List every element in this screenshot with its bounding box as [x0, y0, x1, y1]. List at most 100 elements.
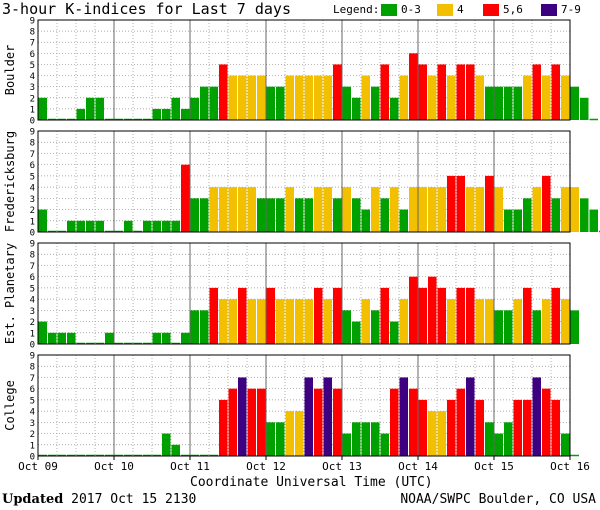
- bar-fredericksburg: [342, 187, 351, 232]
- bar-est-planetary: [67, 332, 76, 344]
- updated-stamp: Updated 2017 Oct 15 2130: [2, 492, 196, 507]
- legend-label-5-6: 5,6: [503, 3, 523, 16]
- y-tick-label: 5: [30, 284, 35, 294]
- y-tick-label: 1: [30, 441, 35, 451]
- x-tick-label: Oct 12: [246, 460, 286, 473]
- bar-college: [323, 377, 332, 456]
- bar-boulder: [466, 64, 475, 120]
- y-tick-label: 3: [30, 195, 35, 205]
- bar-fredericksburg: [371, 187, 380, 232]
- y-tick-label: 2: [30, 94, 35, 104]
- bar-boulder: [314, 75, 323, 120]
- bar-boulder: [523, 75, 532, 120]
- bar-college: [171, 444, 180, 456]
- x-tick-label: Oct 16: [550, 460, 590, 473]
- bar-fredericksburg: [542, 175, 551, 232]
- bar-college: [304, 377, 313, 456]
- y-tick-label: 5: [30, 172, 35, 182]
- bar-college: [437, 411, 446, 456]
- bar-fredericksburg: [276, 198, 285, 232]
- bar-est-planetary: [257, 299, 266, 344]
- bar-fredericksburg: [494, 187, 503, 232]
- bar-boulder: [570, 86, 579, 120]
- bar-boulder: [580, 97, 589, 120]
- y-tick-label: 0: [30, 117, 35, 127]
- bar-est-planetary: [105, 332, 114, 344]
- bar-boulder: [380, 64, 389, 120]
- bar-est-planetary: [418, 287, 427, 344]
- bar-fredericksburg: [219, 187, 228, 232]
- bar-fredericksburg: [143, 220, 152, 232]
- legend-swatch-7-9: [541, 4, 557, 16]
- bar-college: [276, 422, 285, 456]
- bar-est-planetary: [561, 299, 570, 344]
- bar-fredericksburg: [418, 187, 427, 232]
- bar-boulder: [447, 75, 456, 120]
- bar-college: [238, 377, 247, 456]
- bar-fredericksburg: [152, 220, 161, 232]
- legend-label-0-3: 0-3: [401, 3, 421, 16]
- bar-fredericksburg: [466, 187, 475, 232]
- bar-college: [371, 422, 380, 456]
- bar-boulder: [504, 86, 513, 120]
- bar-fredericksburg: [399, 209, 408, 232]
- bar-boulder: [532, 64, 541, 120]
- bar-fredericksburg: [570, 187, 579, 232]
- y-tick-label: 3: [30, 419, 35, 429]
- panel-boulder-frame: [37, 19, 571, 121]
- bar-est-planetary: [247, 299, 256, 344]
- bar-college: [257, 388, 266, 456]
- y-tick-label: 6: [30, 385, 35, 395]
- y-tick-label: 9: [30, 240, 35, 250]
- bar-est-planetary: [428, 276, 437, 344]
- bar-est-planetary: [219, 299, 228, 344]
- panel-est-planetary-frame: [37, 242, 571, 345]
- bar-fredericksburg: [551, 198, 560, 232]
- bar-est-planetary: [295, 299, 304, 344]
- bar-est-planetary: [390, 321, 399, 344]
- bar-est-planetary: [181, 332, 190, 344]
- bar-fredericksburg: [380, 198, 389, 232]
- bar-boulder: [266, 86, 275, 120]
- y-tick-label: 7: [30, 262, 35, 272]
- bar-fredericksburg: [456, 175, 465, 232]
- bar-est-planetary: [466, 287, 475, 344]
- bar-college: [485, 422, 494, 456]
- bar-fredericksburg: [523, 198, 532, 232]
- y-tick-label: 1: [30, 217, 35, 227]
- bar-est-planetary: [48, 332, 57, 344]
- bar-college: [247, 388, 256, 456]
- bar-est-planetary: [504, 310, 513, 344]
- bar-fredericksburg: [266, 198, 275, 232]
- y-tick-label: 4: [30, 296, 35, 306]
- bar-boulder: [228, 75, 237, 120]
- bar-fredericksburg: [86, 220, 95, 232]
- bar-boulder: [542, 75, 551, 120]
- bar-fredericksburg: [485, 175, 494, 232]
- bar-college: [466, 377, 475, 456]
- updated-label: Updated: [2, 492, 64, 507]
- bar-est-planetary: [342, 310, 351, 344]
- bar-boulder: [238, 75, 247, 120]
- bar-college: [504, 422, 513, 456]
- bar-boulder: [371, 86, 380, 120]
- bar-fredericksburg: [361, 209, 370, 232]
- bar-boulder: [152, 108, 161, 120]
- y-tick-label: 5: [30, 396, 35, 406]
- chart-title: 3-hour K-indices for Last 7 days: [2, 0, 291, 18]
- bar-college: [266, 422, 275, 456]
- bar-fredericksburg: [285, 187, 294, 232]
- bar-fredericksburg: [124, 220, 133, 232]
- bar-boulder: [475, 75, 484, 120]
- bar-college: [447, 399, 456, 456]
- y-tick-label: 5: [30, 61, 35, 71]
- panel-label-boulder: Boulder: [3, 45, 17, 96]
- bar-fredericksburg: [295, 198, 304, 232]
- bar-boulder: [209, 86, 218, 120]
- y-tick-label: 7: [30, 374, 35, 384]
- bar-fredericksburg: [323, 187, 332, 232]
- bar-college: [561, 433, 570, 456]
- bar-boulder: [181, 108, 190, 120]
- bar-est-planetary: [352, 321, 361, 344]
